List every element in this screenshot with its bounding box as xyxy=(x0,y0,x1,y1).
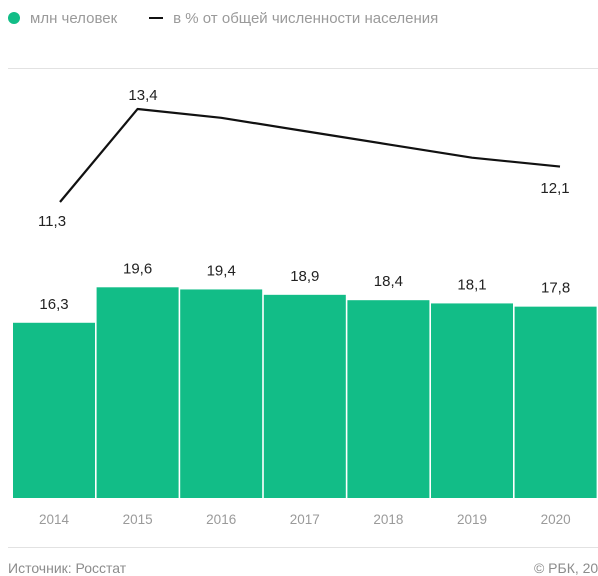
bar xyxy=(263,294,346,498)
line-value-label: 12,1 xyxy=(540,180,569,197)
copyright-note: © РБК, 202 xyxy=(533,560,598,576)
bar xyxy=(431,303,513,498)
bar-value-label: 17,8 xyxy=(541,280,570,297)
bar-value-label: 18,9 xyxy=(290,268,319,285)
x-tick-label: 2020 xyxy=(541,512,571,527)
line-value-label: 13,4 xyxy=(128,87,157,104)
legend-line-icon xyxy=(149,17,164,19)
x-tick-label: 2014 xyxy=(39,512,70,527)
series-line xyxy=(59,107,561,203)
bar xyxy=(514,306,597,498)
source-note: Источник: Росстат xyxy=(8,560,127,576)
top-divider xyxy=(8,68,598,69)
x-tick-label: 2017 xyxy=(290,512,320,527)
x-tick-label: 2018 xyxy=(373,512,403,527)
x-tick-label: 2015 xyxy=(123,512,153,527)
line-value-label: 11,3 xyxy=(38,213,66,230)
legend-label-bars: млн человек xyxy=(30,9,118,27)
bar xyxy=(180,289,263,498)
x-tick-label: 2016 xyxy=(206,512,236,527)
bar-value-label: 18,4 xyxy=(374,273,403,290)
bottom-divider xyxy=(8,547,598,548)
x-tick-label: 2019 xyxy=(457,512,487,527)
legend: млн человек в % от общей численности нас… xyxy=(8,8,470,28)
bar-value-label: 19,6 xyxy=(123,260,152,277)
bar-value-label: 18,1 xyxy=(457,276,486,293)
bar xyxy=(347,300,430,498)
legend-label-line: в % от общей численности населения xyxy=(173,9,439,27)
legend-item-line: в % от общей численности населения xyxy=(149,10,438,27)
bar-value-label: 16,3 xyxy=(39,296,68,313)
bar xyxy=(13,322,95,498)
legend-item-bars: млн человек xyxy=(8,10,117,27)
bar-value-label: 19,4 xyxy=(207,262,236,279)
bar xyxy=(96,287,179,498)
legend-dot-icon xyxy=(8,12,20,24)
